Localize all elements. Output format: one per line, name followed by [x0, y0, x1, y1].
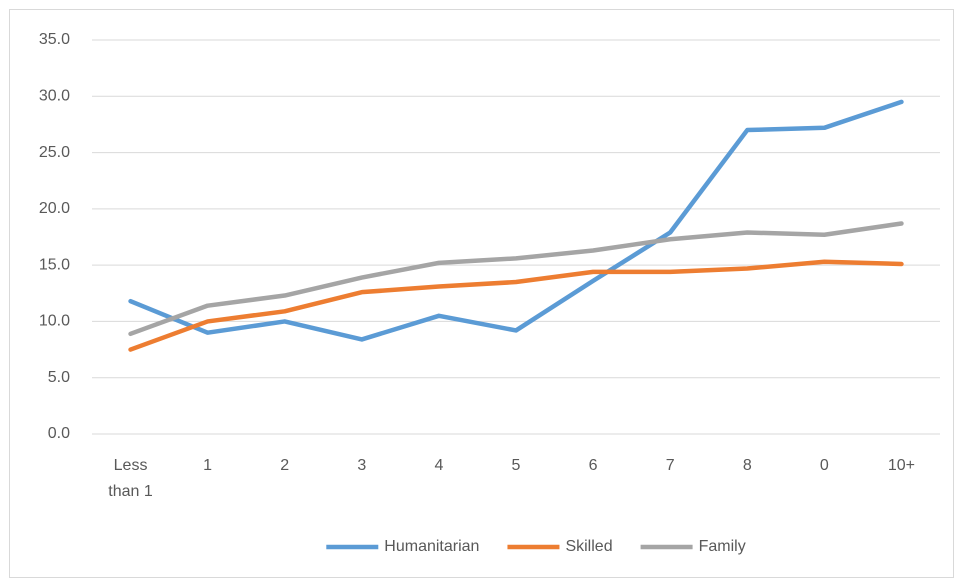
x-tick-label: 2: [280, 457, 289, 474]
x-tick-label: 6: [589, 457, 598, 474]
legend-label: Skilled: [565, 538, 612, 555]
y-tick-label: 0.0: [48, 425, 70, 442]
series-line: [128, 99, 904, 342]
legend-item: Humanitarian: [326, 538, 479, 555]
series-line: [128, 221, 904, 337]
x-tick-label: 8: [743, 457, 752, 474]
x-tick-label-line: than 1: [108, 483, 153, 500]
y-tick-label: 5.0: [48, 369, 70, 386]
x-tick-label: 10+: [888, 457, 915, 474]
chart-border: [9, 9, 954, 578]
legend-item: Family: [640, 538, 746, 555]
y-tick-label: 10.0: [39, 313, 70, 330]
y-tick-label: 20.0: [39, 200, 70, 217]
x-tick-label: 0: [820, 457, 829, 474]
x-tick-label: 4: [434, 457, 443, 474]
y-tick-label: 35.0: [39, 31, 70, 48]
y-tick-label: 25.0: [39, 144, 70, 161]
x-tick-label: 1: [203, 457, 212, 474]
series-line: [128, 259, 904, 352]
legend-item: Skilled: [507, 538, 613, 555]
x-tick-label: 3: [357, 457, 366, 474]
x-tick-label: Less than 1: [108, 457, 153, 500]
legend-label: Humanitarian: [384, 538, 479, 555]
x-tick-label: 5: [512, 457, 521, 474]
legend-label: Family: [699, 538, 746, 555]
x-tick-label-line: Less: [114, 457, 148, 474]
y-tick-label: 30.0: [39, 88, 70, 105]
y-tick-label: 15.0: [39, 256, 70, 273]
x-tick-label: 7: [666, 457, 675, 474]
